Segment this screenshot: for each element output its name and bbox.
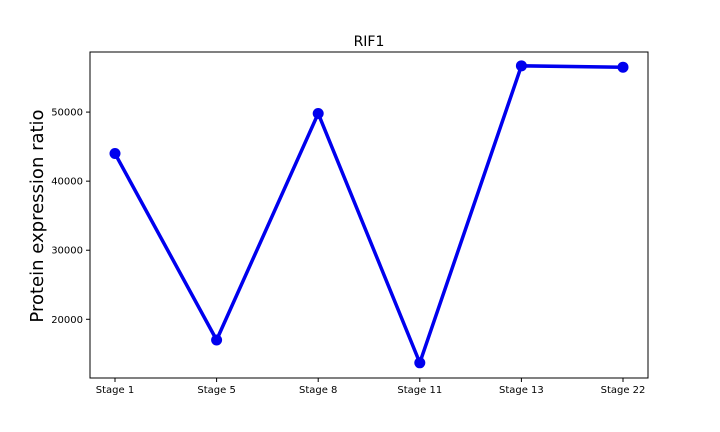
x-tick-label: Stage 8 [299, 385, 337, 396]
y-tick-label: 40000 [51, 177, 83, 188]
x-tick-label: Stage 22 [601, 385, 646, 396]
data-point [515, 60, 527, 72]
y-axis: 20000 30000 40000 50000 [51, 108, 90, 326]
x-tick-label: Stage 5 [197, 385, 235, 396]
data-points [109, 60, 629, 369]
series-line [113, 64, 624, 368]
plot-area [89, 51, 649, 379]
x-tick-label: Stage 13 [499, 385, 544, 396]
data-point [211, 334, 223, 346]
y-axis-label: Protein expression ratio [27, 109, 48, 322]
data-point [414, 357, 426, 369]
x-tick-label: Stage 11 [397, 385, 442, 396]
y-tick-label: 30000 [51, 246, 83, 257]
y-tick-label: 20000 [51, 315, 83, 326]
chart-title: RIF1 [354, 34, 385, 50]
x-tick-label: Stage 1 [96, 385, 134, 396]
y-tick-label: 50000 [51, 108, 83, 119]
data-point [312, 107, 324, 119]
x-axis: Stage 1 Stage 5 Stage 8 Stage 11 Stage 13 Sta… [96, 378, 646, 396]
data-point [109, 148, 121, 160]
data-point [617, 61, 629, 73]
